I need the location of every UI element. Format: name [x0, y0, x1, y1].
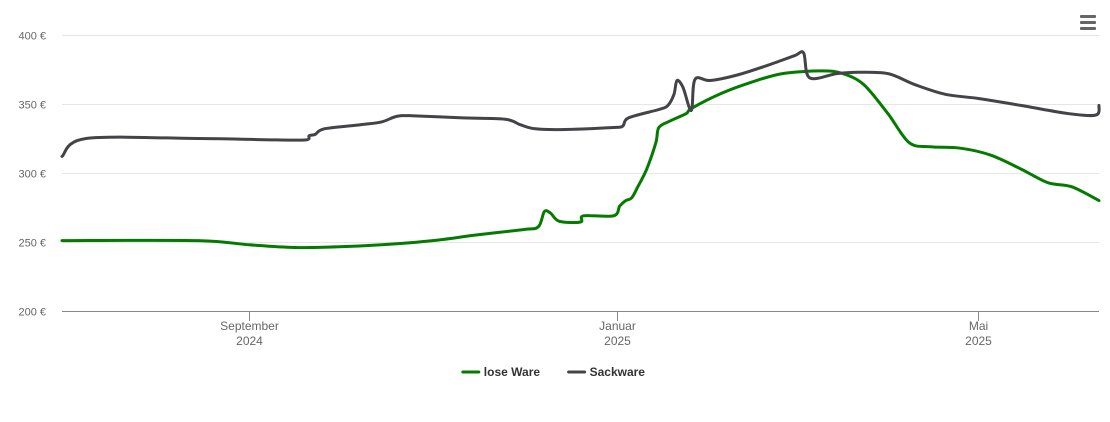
series-line-sackware[interactable]	[60, 50, 1101, 158]
x-tick-label-year: 2025	[965, 334, 992, 348]
legend-item-sackware[interactable]: Sackware	[567, 365, 646, 379]
grid-lines	[62, 35, 1099, 243]
hamburger-menu-icon[interactable]	[1076, 12, 1100, 34]
y-axis-labels: 200 € 250 € 300 € 350 € 400 €	[18, 31, 46, 319]
x-tick-label-year: 2025	[604, 334, 631, 348]
series-lines	[60, 50, 1101, 250]
y-tick-label: 200 €	[18, 307, 46, 319]
series-line-lose-ware[interactable]	[60, 69, 1101, 250]
y-tick-label: 350 €	[18, 100, 46, 112]
legend[interactable]: lose Ware Sackware	[461, 365, 646, 379]
x-tick-label-month: Januar	[599, 319, 636, 333]
y-tick-label: 250 €	[18, 238, 46, 250]
legend-label: lose Ware	[484, 365, 541, 379]
x-tick-label-month: Mai	[969, 319, 988, 333]
y-tick-label: 300 €	[18, 169, 46, 181]
legend-label: Sackware	[590, 365, 646, 379]
x-tick-label-year: 2024	[236, 334, 263, 348]
x-tick-label-month: September	[220, 319, 279, 333]
y-tick-label: 400 €	[18, 31, 46, 43]
legend-item-lose-ware[interactable]: lose Ware	[461, 365, 541, 379]
